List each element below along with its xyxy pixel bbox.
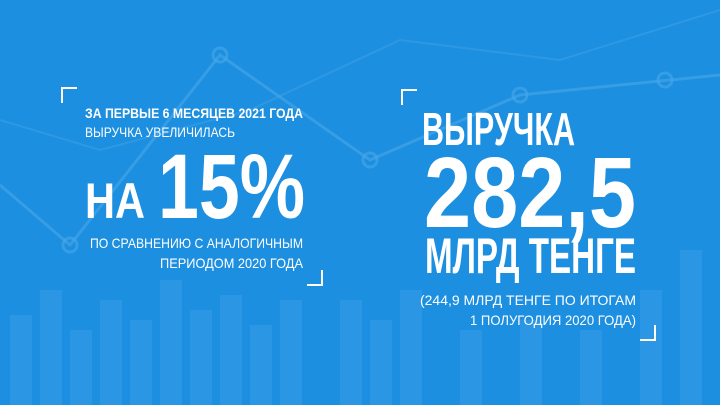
corner-bracket xyxy=(61,87,77,103)
subtitle: ЗА ПЕРВЫЕ 6 МЕСЯЦЕВ 2021 ГОДА xyxy=(85,105,303,121)
big-number: 15% xyxy=(158,136,305,238)
corner-bracket xyxy=(307,270,323,286)
note: ПО СРАВНЕНИЮ С АНАЛОГИЧНЫМ xyxy=(90,235,303,251)
corner-bracket xyxy=(640,325,656,341)
note: ПЕРИОДОМ 2020 ГОДА xyxy=(160,255,304,271)
note: 1 ПОЛУГОДИЯ 2020 ГОДА) xyxy=(470,312,636,328)
unit: МЛРД ТЕНГЕ xyxy=(425,228,636,284)
corner-bracket xyxy=(401,89,417,105)
prefix: НА xyxy=(85,173,145,229)
big-number: 282,5 xyxy=(424,137,636,249)
note: (244,9 МЛРД ТЕНГЕ ПО ИТОГАМ xyxy=(420,292,636,308)
subtitle: ВЫРУЧКА УВЕЛИЧИЛАСЬ xyxy=(85,124,235,140)
decoration xyxy=(0,9,720,405)
label: ВЫРУЧКА xyxy=(422,103,575,155)
